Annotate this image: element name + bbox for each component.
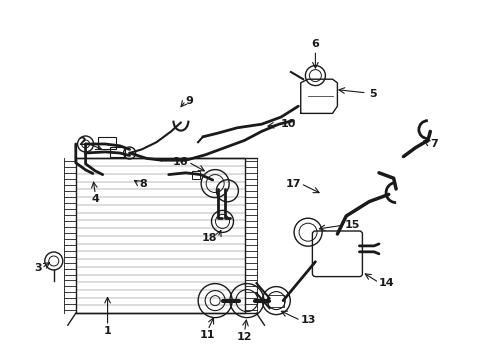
Text: 8: 8 bbox=[139, 179, 147, 189]
Bar bbox=[110, 147, 125, 157]
Text: 12: 12 bbox=[236, 332, 252, 342]
Bar bbox=[191, 171, 199, 179]
Text: 17: 17 bbox=[285, 179, 300, 189]
Text: 14: 14 bbox=[378, 278, 394, 288]
Text: 9: 9 bbox=[185, 96, 193, 106]
Text: 10: 10 bbox=[281, 119, 296, 129]
Text: 15: 15 bbox=[344, 220, 359, 230]
Text: 3: 3 bbox=[34, 263, 41, 273]
Text: 16: 16 bbox=[172, 157, 188, 167]
Text: 4: 4 bbox=[91, 194, 99, 204]
Text: 6: 6 bbox=[311, 39, 319, 49]
Text: 5: 5 bbox=[368, 89, 376, 99]
Bar bbox=[98, 138, 116, 149]
Text: 18: 18 bbox=[202, 233, 217, 243]
Text: 11: 11 bbox=[200, 330, 215, 340]
Text: 7: 7 bbox=[429, 139, 437, 149]
Bar bbox=[268, 294, 284, 307]
Text: 1: 1 bbox=[103, 326, 111, 336]
Text: 13: 13 bbox=[300, 315, 315, 325]
Bar bbox=[76, 158, 244, 313]
Text: 2: 2 bbox=[78, 137, 85, 147]
